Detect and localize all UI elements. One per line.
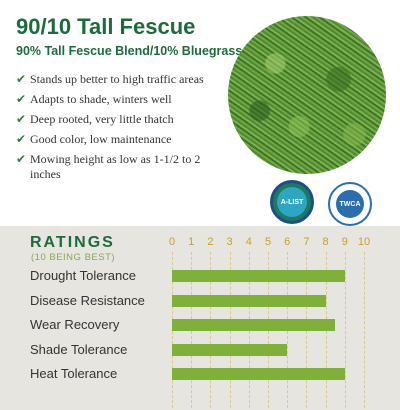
feature-item: ✔ Adapts to shade, winters well [16, 92, 226, 107]
product-title: 90/10 Tall Fescue [16, 14, 196, 39]
feature-text: Stands up better to high traffic areas [30, 72, 204, 86]
rating-bar [172, 343, 288, 356]
twca-badge-text: TWCA [336, 190, 364, 218]
scale-tick-label: 4 [245, 236, 252, 248]
rating-bar [172, 368, 345, 380]
scale-tick-label: 1 [188, 236, 195, 248]
scale-tick-label: 2 [207, 236, 214, 248]
checkmark-icon: ✔ [16, 92, 27, 106]
alist-badge-logo: A-LIST [270, 180, 314, 224]
checkmark-icon: ✔ [16, 152, 27, 166]
feature-text: Adapts to shade, winters well [30, 92, 172, 106]
feature-item: ✔ Good color, low maintenance [16, 132, 226, 147]
product-header-section: 90/10 Tall Fescue 90% Tall Fescue Blend/… [16, 14, 386, 226]
rating-bar [172, 270, 345, 282]
scale-tick-label: 5 [264, 236, 272, 248]
product-subtitle: 90% Tall Fescue Blend/10% Bluegrass [16, 44, 243, 58]
feature-item: ✔ Deep rooted, very little thatch [16, 112, 226, 127]
rating-label: Wear Recovery [30, 317, 120, 332]
scale-gridline [344, 252, 346, 408]
ratings-subtitle: (10 BEING BEST) [31, 252, 116, 263]
feature-text: Mowing height as low as 1-1/2 to 2 inche… [30, 152, 201, 181]
feature-text: Good color, low maintenance [30, 132, 172, 146]
scale-tick-label: 8 [322, 236, 329, 248]
scale-tick-label: 9 [341, 236, 348, 248]
grass-sample-image [228, 16, 386, 174]
rating-label: Drought Tolerance [30, 268, 136, 283]
feature-text: Deep rooted, very little thatch [30, 112, 174, 126]
scale-tick-label: 3 [226, 236, 233, 248]
rating-label: Shade Tolerance [30, 341, 128, 357]
checkmark-icon: ✔ [16, 112, 27, 126]
ratings-title: RATINGS [30, 234, 115, 251]
rating-label: Disease Resistance [30, 292, 145, 308]
ratings-panel: RATINGS (10 BEING BEST) 0 1 2 3 4 5 6 7 8 9 10 Drou… [0, 226, 400, 410]
scale-tick-label: 6 [284, 236, 291, 248]
scale-tick-label: 0 [168, 236, 176, 248]
feature-item: ✔ Stands up better to high traffic areas [16, 72, 226, 87]
scale-tick-label: 10 [357, 236, 371, 248]
rating-bar [172, 319, 336, 331]
twca-badge-logo: TWCA [328, 182, 372, 226]
feature-list: ✔ Stands up better to high traffic areas … [16, 72, 226, 187]
checkmark-icon: ✔ [16, 72, 27, 86]
scale-tick-label: 7 [303, 236, 310, 248]
checkmark-icon: ✔ [16, 132, 27, 146]
scale-gridline [364, 252, 365, 408]
rating-bar [172, 294, 326, 307]
rating-label: Heat Tolerance [30, 366, 118, 381]
feature-item: ✔ Mowing height as low as 1-1/2 to 2 inch… [16, 152, 226, 182]
alist-badge-text: A-LIST [277, 187, 307, 217]
